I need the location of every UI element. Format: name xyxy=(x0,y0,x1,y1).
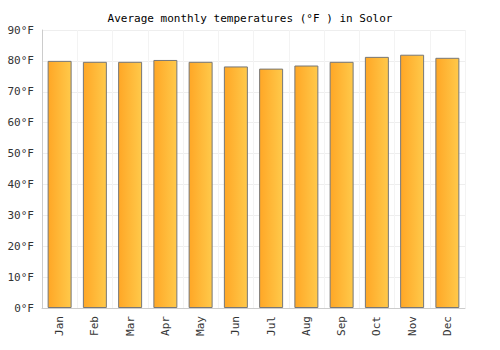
svg-text:Sep: Sep xyxy=(335,316,348,336)
svg-text:Jul: Jul xyxy=(265,316,278,336)
svg-text:10°F: 10°F xyxy=(8,271,35,284)
svg-text:Dec: Dec xyxy=(441,316,454,336)
svg-text:30°F: 30°F xyxy=(8,209,35,222)
svg-text:May: May xyxy=(194,316,207,336)
svg-text:70°F: 70°F xyxy=(8,85,35,98)
svg-text:20°F: 20°F xyxy=(8,240,35,253)
svg-text:Mar: Mar xyxy=(124,316,137,336)
svg-text:Oct: Oct xyxy=(370,316,383,336)
svg-text:90°F: 90°F xyxy=(8,24,35,37)
svg-text:Aug: Aug xyxy=(300,316,313,336)
svg-text:Average monthly temperatures (: Average monthly temperatures (°F ) in So… xyxy=(108,12,393,25)
svg-text:60°F: 60°F xyxy=(8,116,35,129)
svg-text:Jun: Jun xyxy=(229,316,242,336)
svg-text:Apr: Apr xyxy=(159,316,172,336)
svg-text:80°F: 80°F xyxy=(8,54,35,67)
svg-text:Jan: Jan xyxy=(53,316,66,336)
svg-text:Feb: Feb xyxy=(88,316,101,336)
svg-text:0°F: 0°F xyxy=(14,302,34,315)
svg-text:Nov: Nov xyxy=(406,316,419,336)
svg-text:40°F: 40°F xyxy=(8,178,35,191)
svg-text:50°F: 50°F xyxy=(8,147,35,160)
